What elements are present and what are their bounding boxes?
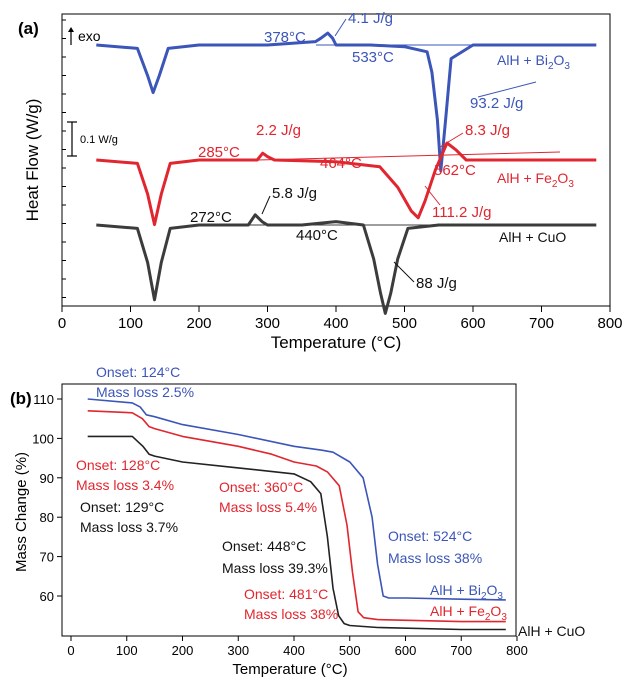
b-ytick-label: 100 <box>32 431 54 446</box>
bi-onset2-label: 533°C <box>352 49 394 66</box>
panel-b-label: (b) <box>10 389 32 408</box>
a-series-line <box>96 31 597 173</box>
panel-a-x-ticks: 0 100 200 300 400 500 600 700 800 <box>58 306 623 332</box>
bi-heat1-label: 4.1 J/g <box>348 10 393 27</box>
a-xtick-label: 300 <box>255 315 280 332</box>
b-ytick-label: 110 <box>33 392 54 407</box>
cu-onset-label: Onset: 129°C <box>80 499 164 515</box>
fe-onset3-label: 562°C <box>434 162 476 179</box>
bi-heat1-leader <box>334 18 347 37</box>
cu-heat1-leader <box>261 195 271 215</box>
panel-a-label: (a) <box>18 19 39 38</box>
cu-onset1-label: 272°C <box>190 209 232 226</box>
b-ytick-label: 70 <box>40 550 54 565</box>
fe-series-label-b: AlH + Fe2O3 <box>430 603 507 623</box>
cu-mass-label: Mass loss 3.7% <box>80 519 178 535</box>
fe-baseline <box>257 151 561 161</box>
exo-label: exo <box>78 28 101 44</box>
a-xtick-label: 800 <box>597 315 622 332</box>
b-ytick-label: 60 <box>40 589 54 604</box>
b-series-line <box>87 410 506 623</box>
bi-mass-label: Mass loss 2.5% <box>96 384 194 400</box>
bi-onset1-label: 378°C <box>264 29 306 46</box>
b-xtick-label: 500 <box>339 643 361 658</box>
b-xtick-label: 300 <box>227 643 249 658</box>
a-xtick-label: 100 <box>118 315 143 332</box>
cu-series-label-b: AlH + CuO <box>518 623 585 639</box>
fe-heat1-label: 2.2 J/g <box>256 122 301 139</box>
panel-b-series <box>87 398 506 631</box>
cu-heat1-label: 5.8 J/g <box>272 185 317 202</box>
b-xtick-label: 600 <box>395 643 417 658</box>
b-xtick-label: 200 <box>172 643 194 658</box>
fe-onset2-label: Onset: 360°C <box>219 479 303 495</box>
a-series-line <box>96 141 597 227</box>
b-xtick-label: 0 <box>67 643 74 658</box>
b-xtick-label: 100 <box>116 643 138 658</box>
panel-b-ylabel: Mass Change (%) <box>13 452 30 572</box>
bi-series-label: AlH + Bi2O3 <box>497 52 570 72</box>
fe-onset2-label: 464°C <box>320 155 362 172</box>
a-xtick-label: 700 <box>529 315 554 332</box>
fe-mass2-label: Mass loss 5.4% <box>219 499 317 515</box>
b-xtick-label: 700 <box>450 643 472 658</box>
fe-series-label: AlH + Fe2O3 <box>497 170 574 190</box>
panel-b-xlabel: Temperature (°C) <box>232 661 347 678</box>
panel-a: (a) 0 100 200 300 400 500 600 700 800 Temperatur… <box>18 10 623 352</box>
a-xtick-label: 500 <box>392 315 417 332</box>
b-xtick-label: 400 <box>283 643 305 658</box>
a-xtick-label: 200 <box>186 315 211 332</box>
a-xtick-label: 400 <box>323 315 348 332</box>
b-ytick-label: 80 <box>40 510 54 525</box>
fe-onset-label: Onset: 128°C <box>76 457 160 473</box>
panel-a-xlabel: Temperature (°C) <box>271 333 402 352</box>
fe-mass-label: Mass loss 3.4% <box>76 477 174 493</box>
b-series-line <box>87 435 506 631</box>
fe-mass3-label: Mass loss 38% <box>244 606 338 622</box>
fe-heat3-label: 8.3 J/g <box>465 122 510 139</box>
exo-arrow-head-icon <box>68 27 74 32</box>
bi-heat2-leader <box>477 81 537 98</box>
a-xtick-label: 0 <box>58 315 66 332</box>
cu-onset2-label: 440°C <box>296 227 338 244</box>
cu-mass2-label: Mass loss 39.3% <box>222 560 328 576</box>
a-xtick-label: 600 <box>460 315 485 332</box>
b-ytick-label: 90 <box>40 471 54 486</box>
scale-bar-label: 0.1 W/g <box>80 134 118 146</box>
panel-a-y-ticks <box>62 19 66 298</box>
panel-b: (b) 0 100 200 300 400 500 600 700 800 60 70 80 90 10… <box>10 364 585 678</box>
fe-onset3-label: Onset: 481°C <box>244 586 328 602</box>
fe-heat3-leader <box>439 132 464 148</box>
bi-mass2-label: Mass loss 38% <box>388 550 482 566</box>
bi-onset-label: Onset: 124°C <box>96 364 180 380</box>
cu-onset2-label: Onset: 448°C <box>222 538 306 554</box>
cu-heat2-label: 88 J/g <box>416 275 457 292</box>
cu-series-label: AlH + CuO <box>499 229 566 245</box>
panel-b-y-ticks: 60 70 80 90 100 110 <box>32 392 62 604</box>
fe-onset1-label: 285°C <box>198 144 240 161</box>
fe-heat2-leader <box>424 185 441 206</box>
panel-a-ylabel: Heat Flow (W/g) <box>23 99 42 222</box>
bi-series-label-b: AlH + Bi2O3 <box>430 582 503 602</box>
bi-heat2-label: 93.2 J/g <box>470 95 523 112</box>
bi-onset2-label: Onset: 524°C <box>388 528 472 544</box>
panel-b-x-ticks: 0 100 200 300 400 500 600 700 800 <box>67 636 528 658</box>
cu-heat2-leader <box>393 261 415 283</box>
b-series-line <box>87 398 506 601</box>
fe-heat2-label: 111.2 J/g <box>432 204 492 221</box>
panel-b-frame <box>61 383 517 637</box>
b-xtick-label: 800 <box>506 643 528 658</box>
